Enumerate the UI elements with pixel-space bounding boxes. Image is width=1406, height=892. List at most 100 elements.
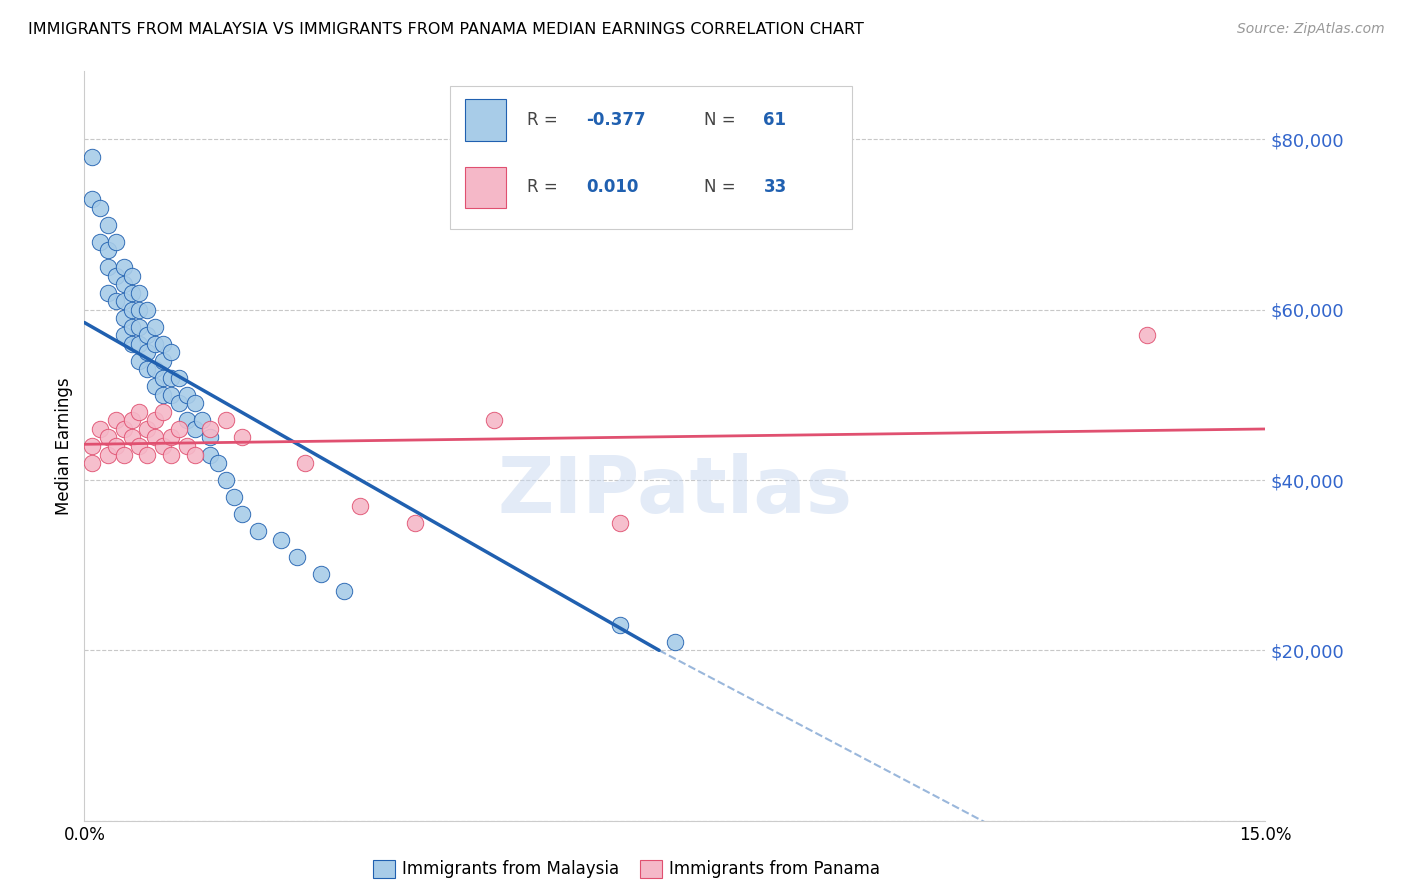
Point	[160, 345, 183, 359]
Point	[121, 336, 143, 351]
Point	[176, 439, 198, 453]
Point	[82, 456, 104, 470]
Text: -0.377: -0.377	[586, 112, 645, 129]
Point	[167, 422, 190, 436]
Point	[152, 405, 174, 419]
Point	[143, 413, 166, 427]
Point	[89, 201, 111, 215]
Point	[128, 439, 150, 453]
Point	[143, 379, 166, 393]
Point	[664, 635, 686, 649]
Point	[112, 328, 135, 343]
Point	[285, 549, 308, 564]
Point	[1136, 328, 1159, 343]
Point	[183, 422, 205, 436]
Text: R =: R =	[527, 178, 564, 196]
Point	[231, 507, 253, 521]
Point	[152, 371, 174, 385]
Point	[333, 583, 356, 598]
Text: Immigrants from Panama: Immigrants from Panama	[669, 860, 880, 878]
Point	[112, 311, 135, 326]
Point	[97, 218, 120, 232]
Point	[609, 516, 631, 530]
Point	[349, 499, 371, 513]
Point	[121, 302, 143, 317]
Text: IMMIGRANTS FROM MALAYSIA VS IMMIGRANTS FROM PANAMA MEDIAN EARNINGS CORRELATION C: IMMIGRANTS FROM MALAYSIA VS IMMIGRANTS F…	[28, 22, 865, 37]
Point	[82, 192, 104, 206]
Point	[215, 413, 238, 427]
Point	[167, 371, 190, 385]
Point	[97, 260, 120, 275]
Bar	[450, 87, 852, 228]
Point	[191, 413, 214, 427]
Point	[104, 294, 127, 309]
Point	[309, 566, 332, 581]
Point	[136, 302, 159, 317]
Point	[112, 448, 135, 462]
Point	[152, 388, 174, 402]
Point	[270, 533, 292, 547]
Point	[143, 362, 166, 376]
Point	[246, 524, 269, 538]
Point	[136, 362, 159, 376]
Point	[128, 302, 150, 317]
Point	[104, 413, 127, 427]
Point	[136, 328, 159, 343]
Point	[160, 448, 183, 462]
Y-axis label: Median Earnings: Median Earnings	[55, 377, 73, 515]
Point	[136, 345, 159, 359]
Point	[152, 336, 174, 351]
Point	[128, 285, 150, 300]
Point	[167, 396, 190, 410]
Point	[97, 448, 120, 462]
Point	[112, 260, 135, 275]
Text: R =: R =	[527, 112, 564, 129]
Point	[231, 430, 253, 444]
Text: N =: N =	[704, 178, 741, 196]
Point	[160, 430, 183, 444]
Point	[82, 439, 104, 453]
Point	[609, 617, 631, 632]
Point	[128, 405, 150, 419]
Point	[89, 422, 111, 436]
Point	[128, 354, 150, 368]
Text: 61: 61	[763, 112, 786, 129]
Point	[183, 396, 205, 410]
Point	[200, 448, 222, 462]
Point	[112, 294, 135, 309]
Point	[200, 430, 222, 444]
Point	[104, 235, 127, 249]
Text: Source: ZipAtlas.com: Source: ZipAtlas.com	[1237, 22, 1385, 37]
Point	[176, 388, 198, 402]
Point	[128, 319, 150, 334]
Point	[121, 413, 143, 427]
Point	[121, 430, 143, 444]
Point	[294, 456, 316, 470]
Point	[160, 371, 183, 385]
Point	[121, 268, 143, 283]
Point	[128, 336, 150, 351]
Point	[112, 422, 135, 436]
Point	[404, 516, 426, 530]
Point	[112, 277, 135, 292]
Text: N =: N =	[704, 112, 741, 129]
Point	[482, 413, 505, 427]
Point	[152, 439, 174, 453]
Point	[160, 388, 183, 402]
Text: 0.010: 0.010	[586, 178, 638, 196]
Point	[222, 490, 245, 504]
Point	[97, 243, 120, 257]
Point	[97, 285, 120, 300]
Point	[143, 430, 166, 444]
Bar	[464, 167, 506, 208]
Point	[97, 430, 120, 444]
Bar	[464, 99, 506, 141]
Point	[143, 336, 166, 351]
Text: 33: 33	[763, 178, 787, 196]
Point	[104, 268, 127, 283]
Point	[89, 235, 111, 249]
Point	[152, 354, 174, 368]
Point	[136, 422, 159, 436]
Point	[121, 285, 143, 300]
Point	[183, 448, 205, 462]
